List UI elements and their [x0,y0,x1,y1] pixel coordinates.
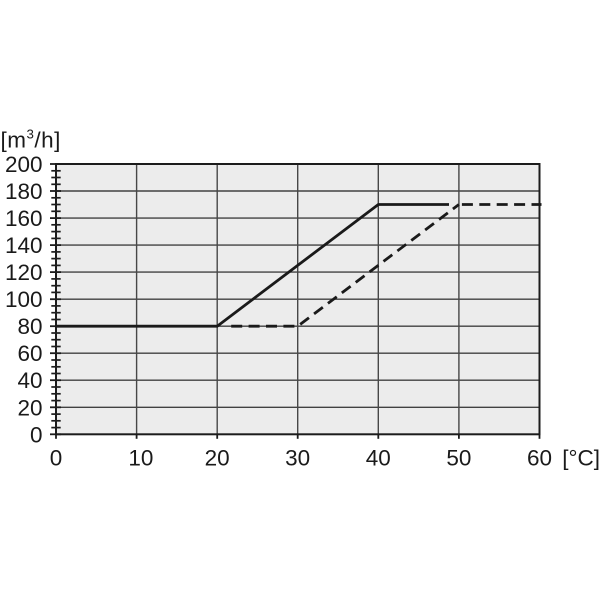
svg-text:20: 20 [17,395,42,420]
svg-text:0: 0 [50,445,63,470]
svg-text:60: 60 [17,341,42,366]
svg-text:60: 60 [527,445,552,470]
svg-text:80: 80 [17,314,42,339]
svg-text:180: 180 [5,179,43,204]
svg-text:[°C]: [°C] [562,445,600,470]
svg-text:[m3/h]: [m3/h] [1,126,61,152]
svg-text:20: 20 [205,445,230,470]
svg-text:120: 120 [5,260,43,285]
svg-text:30: 30 [285,445,310,470]
svg-text:10: 10 [128,445,153,470]
svg-text:40: 40 [366,445,391,470]
svg-text:50: 50 [446,445,471,470]
svg-text:0: 0 [30,422,43,447]
svg-text:160: 160 [5,206,43,231]
svg-text:40: 40 [17,368,42,393]
svg-text:140: 140 [5,233,43,258]
svg-text:100: 100 [5,287,43,312]
svg-text:200: 200 [5,152,43,177]
